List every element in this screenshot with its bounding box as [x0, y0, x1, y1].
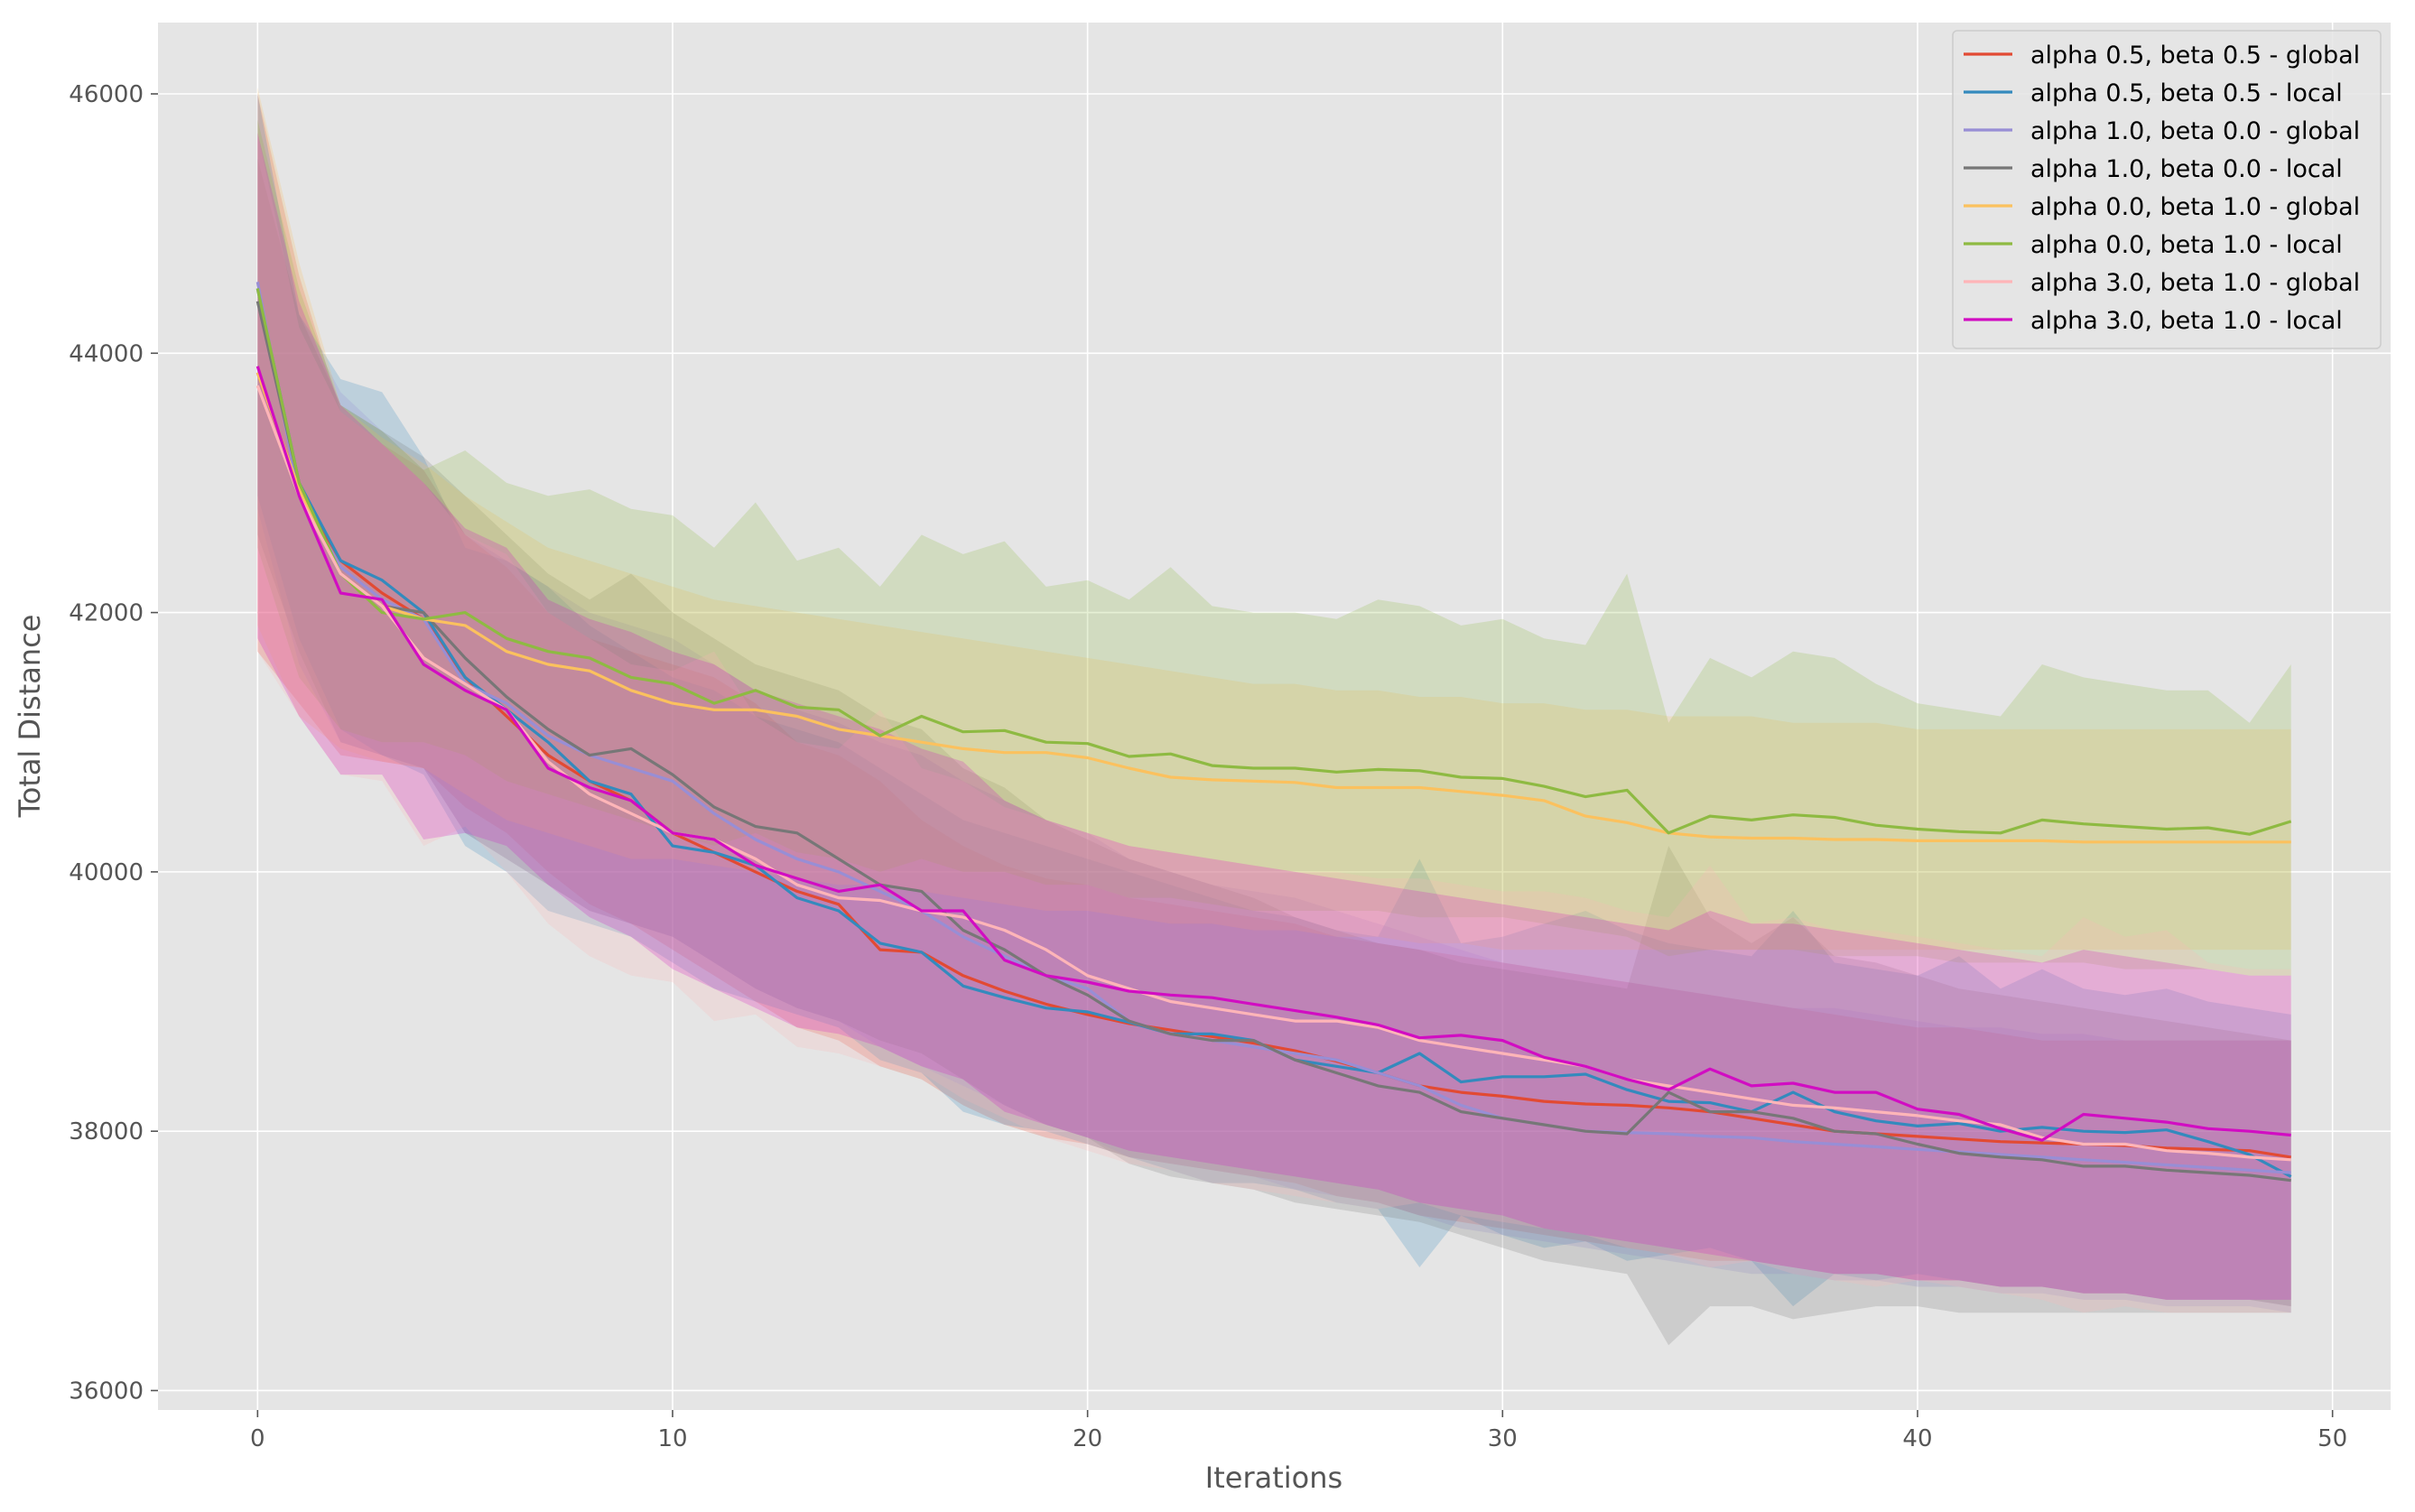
- legend-label: alpha 0.0, beta 1.0 - local: [2030, 231, 2343, 259]
- y-tick-label: 46000: [69, 81, 144, 108]
- series-bands: [257, 87, 2291, 1346]
- x-axis-label: Iterations: [1205, 1461, 1342, 1495]
- legend-label: alpha 3.0, beta 1.0 - local: [2030, 307, 2343, 335]
- legend-label: alpha 0.5, beta 0.5 - local: [2030, 79, 2343, 107]
- x-tick-label: 50: [2317, 1425, 2347, 1452]
- legend-box: [1952, 30, 2382, 349]
- y-tick-label: 38000: [69, 1118, 144, 1146]
- series-band-2: [257, 94, 2291, 1307]
- series-line-5: [255, 372, 2291, 844]
- y-axis-ticks: 36000 38000 40000 42000 44000 46000: [69, 81, 158, 1405]
- x-tick-label: 10: [657, 1425, 687, 1452]
- y-axis-label: Total Distance: [13, 615, 47, 819]
- legend-label: alpha 1.0, beta 0.0 - local: [2030, 155, 2343, 183]
- series-band-7: [257, 133, 2291, 1313]
- series-lines: [255, 281, 2292, 1183]
- series-band-4: [257, 158, 2291, 1346]
- series-line-7: [255, 385, 2291, 1162]
- legend-label: alpha 3.0, beta 1.0 - global: [2030, 269, 2360, 297]
- x-tick-label: 0: [250, 1425, 265, 1452]
- series-line-8: [255, 366, 2291, 1142]
- x-tick-label: 20: [1073, 1425, 1102, 1452]
- series-band-8: [257, 133, 2291, 1300]
- legend-label: alpha 0.0, beta 1.0 - global: [2030, 193, 2360, 221]
- series-band-1: [257, 94, 2291, 1307]
- series-line-6: [255, 288, 2292, 836]
- y-tick-label: 40000: [69, 859, 144, 886]
- legend-label: alpha 1.0, beta 0.0 - global: [2030, 117, 2360, 145]
- x-tick-label: 40: [1902, 1425, 1932, 1452]
- series-band-6: [257, 119, 2291, 976]
- legend: alpha 0.5, beta 0.5 - global alpha 0.5, b…: [1952, 30, 2382, 349]
- y-tick-label: 44000: [69, 340, 144, 367]
- y-tick-label: 36000: [69, 1377, 144, 1405]
- x-tick-label: 30: [1488, 1425, 1518, 1452]
- grid: [158, 23, 2391, 1410]
- x-axis-ticks: 0 10 20 30 40 50: [250, 1410, 2347, 1452]
- legend-label: alpha 0.5, beta 0.5 - global: [2030, 42, 2360, 70]
- series-band-5: [257, 87, 2291, 951]
- series-line-4: [255, 301, 2291, 1183]
- y-tick-label: 42000: [69, 600, 144, 627]
- series-band-3: [257, 94, 2291, 1313]
